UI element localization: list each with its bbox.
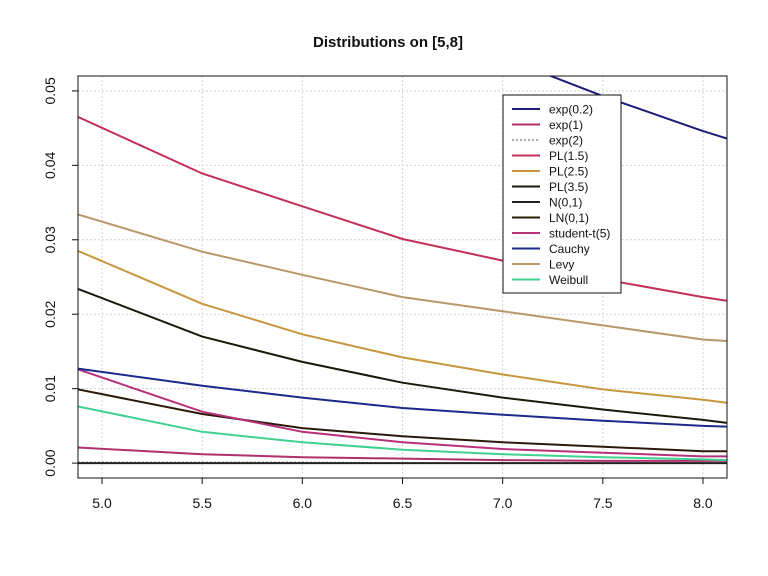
series-line xyxy=(78,446,727,462)
y-tick-label: 0.05 xyxy=(42,77,58,104)
y-tick-label: 0.02 xyxy=(42,300,58,327)
y-tick-label: 0.03 xyxy=(42,226,58,253)
series-line xyxy=(78,115,727,302)
legend-label: LN(0,1) xyxy=(549,211,589,225)
legend-label: PL(3.5) xyxy=(549,180,588,194)
legend-label: exp(1) xyxy=(549,118,583,132)
y-tick-label: 0.00 xyxy=(42,449,58,476)
legend-box xyxy=(502,94,622,294)
legend-label: PL(2.5) xyxy=(549,165,588,179)
legend-label: Cauchy xyxy=(549,242,590,256)
series-line xyxy=(78,249,727,404)
x-tick-label: 5.5 xyxy=(192,495,212,511)
x-tick-label: 6.0 xyxy=(293,495,313,511)
series-line xyxy=(78,368,727,458)
chart-title: Distributions on [5,8] xyxy=(313,34,463,51)
x-tick-label: 8.0 xyxy=(693,495,713,511)
series-line xyxy=(78,213,727,342)
series-line xyxy=(78,405,727,462)
series-line xyxy=(78,287,727,424)
legend-label: Weibull xyxy=(549,273,588,287)
legend-label: PL(1.5) xyxy=(549,149,588,163)
plot-frame xyxy=(77,75,728,479)
x-tick-label: 6.5 xyxy=(393,495,413,511)
x-tick-label: 7.5 xyxy=(593,495,613,511)
legend-label: student-t(5) xyxy=(549,227,610,241)
x-tick-label: 5.0 xyxy=(92,495,112,511)
legend-label: Levy xyxy=(549,258,574,272)
series-line xyxy=(78,388,727,453)
plot-lines xyxy=(78,76,727,465)
series-line xyxy=(78,367,727,428)
legend-label: exp(0.2) xyxy=(549,103,593,117)
legend-label: N(0,1) xyxy=(549,196,582,210)
x-tick-label: 7.0 xyxy=(493,495,513,511)
y-tick-label: 0.01 xyxy=(42,375,58,402)
series-line xyxy=(548,76,727,140)
y-tick-label: 0.04 xyxy=(42,151,58,178)
legend-label: exp(2) xyxy=(549,134,583,148)
